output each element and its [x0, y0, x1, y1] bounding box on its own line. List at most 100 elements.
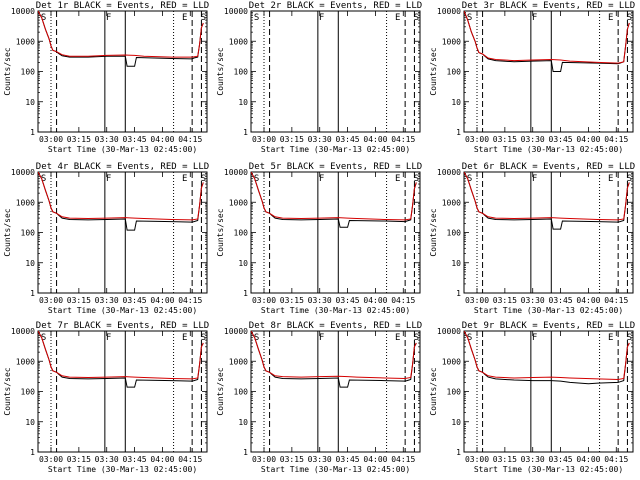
event-marker-label: F [532, 333, 537, 343]
y-tick-label: 10 [25, 259, 35, 268]
series-line-lld [251, 172, 417, 221]
event-marker-label: S [201, 13, 206, 23]
event-marker-label: S [254, 13, 259, 23]
plot-frame [250, 10, 421, 133]
y-tick-label: 100 [447, 388, 462, 397]
event-marker-label: E [395, 13, 400, 23]
y-axis-label: Counts/sec [429, 208, 438, 256]
x-tick-label: 03:15 [280, 296, 304, 305]
series-group [464, 11, 630, 72]
y-tick-label: 10 [451, 98, 461, 107]
x-tick-label: 03:15 [493, 296, 517, 305]
event-marker-label: F [106, 333, 111, 343]
y-axis-label: Counts/sec [3, 367, 12, 415]
event-marker-label: F [106, 174, 111, 184]
y-tick-label: 1 [30, 289, 35, 298]
x-tick-label: 04:15 [604, 455, 628, 464]
chart-panel-3: Det 3r BLACK = Events, RED = LLD 1 10 100 10… [429, 1, 635, 154]
y-tick-label: 10000 [437, 7, 461, 16]
chart-title: Det 4r BLACK = Events, RED = LLD [36, 162, 209, 172]
chart-panel-8: Det 8r BLACK = Events, RED = LLD 1 10 100 10… [216, 321, 422, 474]
series-group [38, 331, 204, 388]
x-tick-label: 03:00 [252, 455, 276, 464]
series-line-lld [251, 331, 417, 380]
y-tick-label: 100 [234, 68, 249, 77]
event-marker-label: E [395, 333, 400, 343]
chart-panel-7: Det 7r BLACK = Events, RED = LLD 1 10 100 10… [3, 321, 209, 474]
x-tick-label: 03:15 [67, 455, 91, 464]
y-tick-label: 1000 [442, 198, 461, 207]
series-line-events [251, 172, 417, 228]
chart-title: Det 2r BLACK = Events, RED = LLD [249, 1, 422, 11]
event-marker-label: S [41, 174, 46, 184]
y-tick-label: 1 [243, 289, 248, 298]
series-line-events [251, 331, 417, 388]
x-tick-label: 04:00 [150, 296, 174, 305]
x-tick-label: 03:45 [336, 296, 360, 305]
event-marker-label: S [627, 13, 632, 23]
x-tick-label: 03:45 [123, 296, 147, 305]
chart-title: Det 7r BLACK = Events, RED = LLD [36, 321, 209, 331]
x-tick-label: 03:30 [521, 296, 545, 305]
x-tick-label: 04:00 [576, 455, 600, 464]
chart-panel-4: Det 4r BLACK = Events, RED = LLD 1 10 100 10… [3, 162, 209, 315]
y-tick-label: 1 [456, 289, 461, 298]
series-group [38, 172, 204, 231]
y-tick-label: 100 [447, 229, 462, 238]
series-group [38, 11, 204, 67]
x-tick-label: 03:45 [123, 135, 147, 144]
series-line-lld [464, 331, 630, 381]
x-tick-label: 04:15 [391, 455, 415, 464]
x-axis-label: Start Time (30-Mar-13 02:45:00) [474, 306, 623, 315]
x-tick-label: 03:15 [493, 455, 517, 464]
chart-panel-5: Det 5r BLACK = Events, RED = LLD 1 10 100 10… [216, 162, 422, 315]
x-tick-label: 03:45 [336, 455, 360, 464]
x-tick-label: 03:30 [308, 135, 332, 144]
x-tick-label: 03:30 [95, 135, 119, 144]
x-axis-label: Start Time (30-Mar-13 02:45:00) [261, 465, 410, 474]
chart-title: Det 1r BLACK = Events, RED = LLD [36, 1, 209, 11]
event-marker-label: F [319, 13, 324, 23]
plot-frame [463, 330, 634, 453]
y-axis-label: Counts/sec [216, 47, 225, 95]
event-marker-label: S [201, 174, 206, 184]
x-tick-label: 03:30 [521, 135, 545, 144]
y-tick-label: 1 [456, 128, 461, 137]
chart-title: Det 6r BLACK = Events, RED = LLD [462, 162, 635, 172]
y-tick-label: 10000 [11, 7, 35, 16]
event-marker-label: S [414, 13, 419, 23]
y-tick-label: 1000 [16, 357, 35, 366]
event-marker-label: F [532, 174, 537, 184]
x-tick-label: 03:00 [465, 455, 489, 464]
chart-panel-2: Det 2r BLACK = Events, RED = LLD 1 10 100 10… [216, 1, 422, 154]
x-tick-label: 03:00 [39, 135, 63, 144]
y-tick-label: 1000 [16, 37, 35, 46]
x-tick-label: 04:15 [178, 135, 202, 144]
x-axis-label: Start Time (30-Mar-13 02:45:00) [48, 465, 197, 474]
chart-title: Det 8r BLACK = Events, RED = LLD [249, 321, 422, 331]
x-tick-label: 04:15 [178, 296, 202, 305]
chart-title: Det 9r BLACK = Events, RED = LLD [462, 321, 635, 331]
y-tick-label: 10 [451, 418, 461, 427]
x-tick-label: 03:00 [465, 296, 489, 305]
plot-frame [37, 10, 208, 133]
series-line-lld [38, 11, 204, 58]
x-tick-label: 04:00 [363, 135, 387, 144]
series-line-events [38, 172, 204, 231]
x-tick-label: 03:00 [465, 135, 489, 144]
x-tick-label: 04:15 [391, 296, 415, 305]
series-line-events [38, 11, 204, 67]
x-tick-label: 03:00 [39, 296, 63, 305]
y-tick-label: 1 [243, 128, 248, 137]
x-tick-label: 04:15 [604, 296, 628, 305]
series-group [251, 172, 417, 228]
x-tick-label: 04:00 [576, 296, 600, 305]
y-tick-label: 100 [234, 229, 249, 238]
event-marker-label: F [319, 174, 324, 184]
event-marker-label: S [627, 174, 632, 184]
event-marker-label: E [395, 174, 400, 184]
plot-frame [37, 330, 208, 453]
series-line-lld [38, 172, 204, 221]
x-axis-label: Start Time (30-Mar-13 02:45:00) [261, 145, 410, 154]
